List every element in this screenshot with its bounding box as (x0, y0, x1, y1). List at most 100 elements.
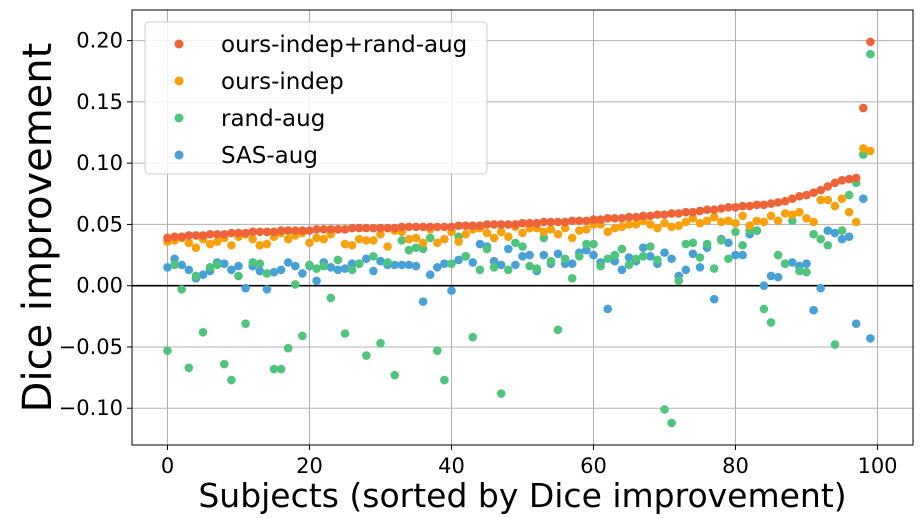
data-point (312, 264, 321, 273)
data-point (709, 294, 719, 304)
data-point (376, 338, 385, 348)
data-point (326, 225, 336, 234)
data-point (795, 207, 804, 217)
data-point (433, 346, 442, 355)
data-point (283, 258, 293, 267)
data-point (305, 226, 314, 235)
data-point (482, 220, 492, 229)
data-point (823, 240, 833, 250)
data-point (553, 229, 563, 239)
data-point (170, 254, 179, 264)
data-point (205, 239, 215, 249)
data-point (319, 234, 329, 244)
data-point (738, 201, 747, 211)
data-point (433, 263, 442, 272)
data-point (504, 220, 513, 229)
data-point (567, 216, 577, 226)
data-point (227, 265, 236, 275)
data-point (184, 265, 194, 275)
data-point (340, 264, 350, 273)
data-point (404, 222, 414, 232)
data-point (866, 37, 875, 47)
data-point (340, 239, 350, 249)
data-point (653, 223, 662, 233)
legend-marker (174, 76, 184, 86)
data-point (695, 206, 705, 216)
data-point (433, 222, 442, 232)
data-point (518, 251, 527, 261)
data-point (269, 364, 279, 374)
data-point (312, 225, 321, 234)
data-point (859, 150, 868, 159)
data-point (667, 209, 676, 218)
data-point (461, 221, 471, 230)
data-point (638, 243, 648, 253)
data-point (809, 305, 818, 315)
data-point (717, 217, 726, 227)
data-point (354, 223, 364, 233)
data-point (731, 218, 740, 228)
data-point (468, 258, 478, 267)
data-point (198, 327, 208, 337)
data-point (198, 270, 208, 279)
data-point (702, 216, 712, 226)
data-point (248, 258, 257, 267)
data-point (504, 232, 513, 241)
data-point (738, 250, 747, 260)
data-point (553, 249, 563, 259)
data-point (859, 144, 868, 153)
data-point (283, 343, 293, 353)
data-point (624, 253, 634, 262)
data-point (347, 265, 357, 275)
data-point (248, 227, 257, 237)
data-point (823, 226, 833, 235)
data-point (489, 256, 499, 266)
data-point (837, 176, 847, 185)
data-point (539, 233, 549, 243)
data-point (788, 258, 797, 267)
data-point (709, 212, 719, 222)
data-point (603, 227, 612, 237)
data-point (851, 217, 861, 227)
data-point (525, 261, 534, 271)
data-point (610, 250, 620, 260)
data-point (511, 220, 520, 229)
data-point (638, 211, 648, 221)
data-point (582, 239, 591, 249)
data-point (312, 276, 321, 286)
data-point (851, 173, 861, 183)
data-point (745, 201, 754, 211)
plot-frame (131, 9, 914, 446)
data-point (653, 255, 662, 265)
y-tick-label: 0.20 (76, 29, 123, 53)
data-point (447, 259, 456, 268)
data-point (184, 238, 194, 248)
data-point (738, 211, 747, 221)
data-point (539, 217, 549, 227)
data-point (425, 270, 435, 279)
data-point (653, 210, 662, 219)
data-point (440, 234, 449, 244)
data-point (369, 251, 378, 261)
data-point (624, 260, 634, 270)
data-point (610, 223, 620, 233)
data-point (823, 195, 833, 205)
data-point (333, 265, 343, 275)
data-point (546, 225, 556, 234)
legend-label: SAS-aug (221, 143, 318, 169)
data-point (177, 232, 186, 241)
data-point (362, 223, 371, 233)
data-point (262, 285, 272, 294)
data-point (837, 234, 847, 244)
data-point (475, 239, 485, 249)
x-tick-label: 100 (857, 454, 897, 478)
data-point (603, 254, 612, 264)
data-point (660, 405, 669, 414)
data-point (724, 238, 733, 248)
data-point (816, 195, 825, 205)
data-point (802, 259, 811, 268)
y-tick-label: 0.15 (76, 90, 123, 114)
data-point (362, 351, 371, 360)
data-point (631, 254, 641, 264)
